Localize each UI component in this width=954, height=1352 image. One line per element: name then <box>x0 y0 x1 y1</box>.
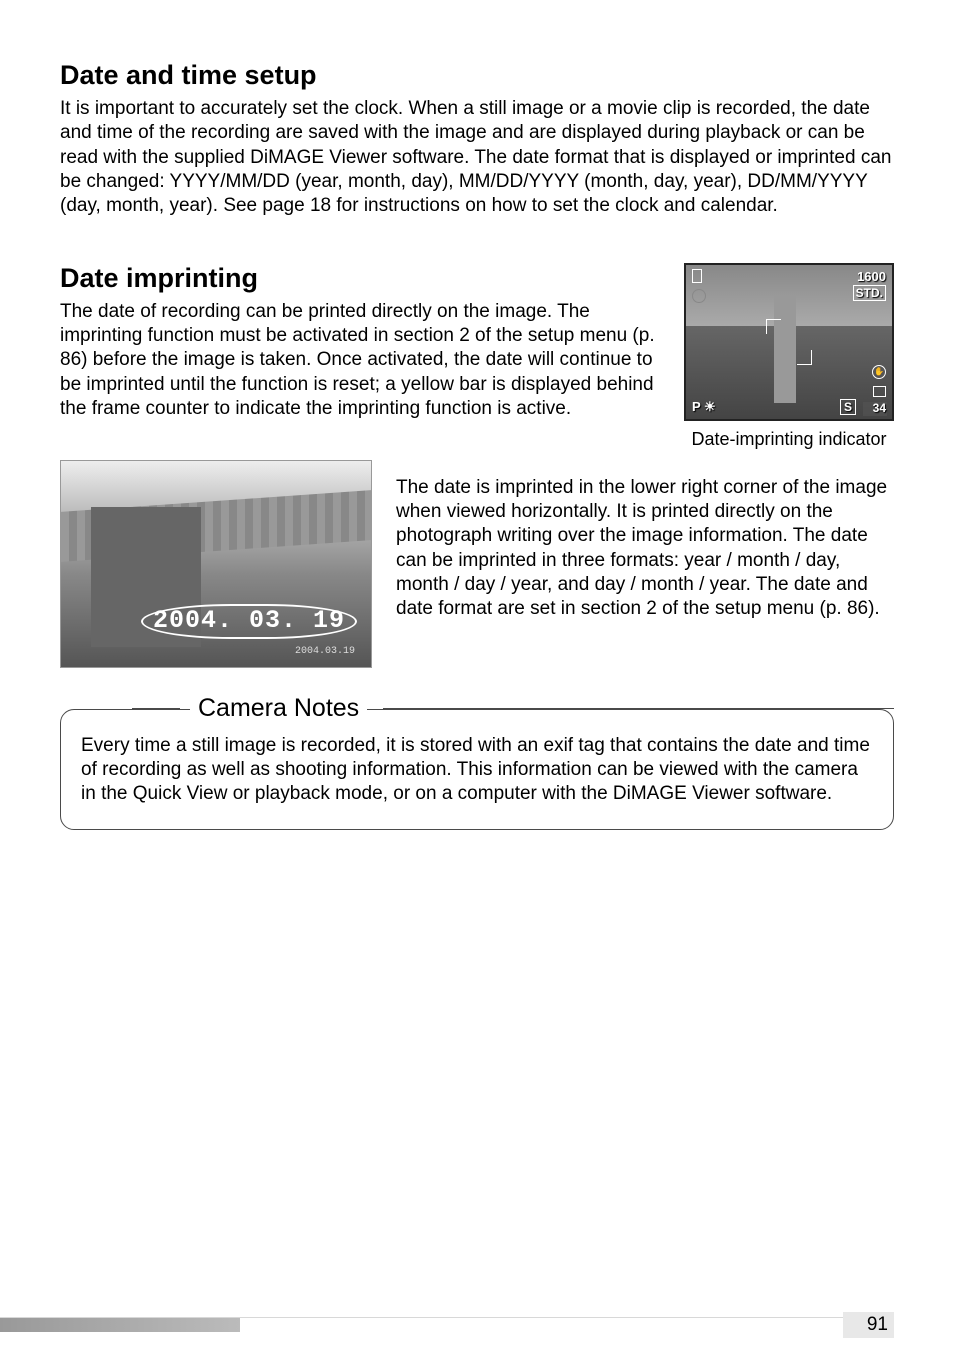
lcd-preview-column: 1600 STD. ✋ P ☀ S 34 Date-imprinting ind… <box>684 263 894 450</box>
lcd-caption: Date-imprinting indicator <box>684 429 894 450</box>
notes-box: Every time a still image is recorded, it… <box>60 709 894 830</box>
quality-indicator: STD. <box>853 285 886 301</box>
sample-photo: 2004. 03. 19 2004.03.19 <box>60 460 372 668</box>
resolution-indicator: 1600 <box>857 269 886 284</box>
page-number: 91 <box>843 1312 894 1338</box>
page-footer: 91 <box>0 1310 954 1352</box>
camera-lcd-preview: 1600 STD. ✋ P ☀ S 34 <box>684 263 894 421</box>
battery-icon <box>692 269 702 283</box>
exposure-mode-indicator: P ☀ <box>692 399 716 415</box>
date-time-setup-section: Date and time setup It is important to a… <box>60 60 894 219</box>
notes-body-text: Every time a still image is recorded, it… <box>81 734 873 807</box>
section-heading: Date and time setup <box>60 60 894 91</box>
flash-mode-icon <box>692 289 706 303</box>
camera-notes-section: Camera Notes Every time a still image is… <box>60 694 894 830</box>
date-imprint-example-section: 2004. 03. 19 2004.03.19 The date is impr… <box>60 460 894 668</box>
date-imprinting-section: Date imprinting The date of recording ca… <box>60 263 894 450</box>
imprinted-date-overlay: 2004. 03. 19 <box>141 604 357 639</box>
section-body-text: The date of recording can be printed dir… <box>60 300 666 422</box>
notes-heading: Camera Notes <box>190 694 367 723</box>
footer-decorative-bar <box>0 1318 240 1332</box>
manual-page: Date and time setup It is important to a… <box>0 0 954 1352</box>
section-body-text: The date is imprinted in the lower right… <box>396 476 894 622</box>
frame-counter: 34 <box>873 401 886 415</box>
memory-card-icon <box>873 386 886 397</box>
anti-shake-icon: ✋ <box>872 365 886 379</box>
imprinted-date-small: 2004.03.19 <box>295 646 355 657</box>
section-body-text: It is important to accurately set the cl… <box>60 97 894 219</box>
date-imprint-description: The date is imprinted in the lower right… <box>396 460 894 622</box>
drive-mode-indicator: S <box>840 399 856 415</box>
section-heading: Date imprinting <box>60 263 666 294</box>
date-imprinting-text-column: Date imprinting The date of recording ca… <box>60 263 666 450</box>
